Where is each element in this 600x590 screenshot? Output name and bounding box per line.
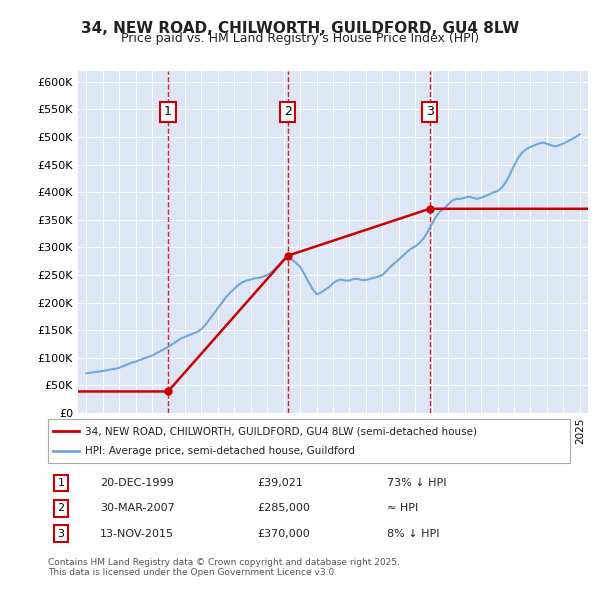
Text: HPI: Average price, semi-detached house, Guildford: HPI: Average price, semi-detached house,… — [85, 446, 355, 455]
Text: ≈ HPI: ≈ HPI — [388, 503, 419, 513]
Text: 3: 3 — [58, 529, 65, 539]
Text: 73% ↓ HPI: 73% ↓ HPI — [388, 478, 447, 488]
Text: £39,021: £39,021 — [257, 478, 302, 488]
Text: 2: 2 — [58, 503, 65, 513]
Text: 20-DEC-1999: 20-DEC-1999 — [100, 478, 174, 488]
Text: £285,000: £285,000 — [257, 503, 310, 513]
Text: 3: 3 — [425, 106, 434, 119]
Text: 1: 1 — [58, 478, 65, 488]
Text: 2: 2 — [284, 106, 292, 119]
Text: £370,000: £370,000 — [257, 529, 310, 539]
Text: 1: 1 — [164, 106, 172, 119]
Text: 13-NOV-2015: 13-NOV-2015 — [100, 529, 174, 539]
Text: Price paid vs. HM Land Registry's House Price Index (HPI): Price paid vs. HM Land Registry's House … — [121, 32, 479, 45]
Text: 8% ↓ HPI: 8% ↓ HPI — [388, 529, 440, 539]
Text: Contains HM Land Registry data © Crown copyright and database right 2025.
This d: Contains HM Land Registry data © Crown c… — [48, 558, 400, 577]
Text: 30-MAR-2007: 30-MAR-2007 — [100, 503, 175, 513]
Text: 34, NEW ROAD, CHILWORTH, GUILDFORD, GU4 8LW: 34, NEW ROAD, CHILWORTH, GUILDFORD, GU4 … — [81, 21, 519, 35]
Text: 34, NEW ROAD, CHILWORTH, GUILDFORD, GU4 8LW (semi-detached house): 34, NEW ROAD, CHILWORTH, GUILDFORD, GU4 … — [85, 427, 476, 436]
